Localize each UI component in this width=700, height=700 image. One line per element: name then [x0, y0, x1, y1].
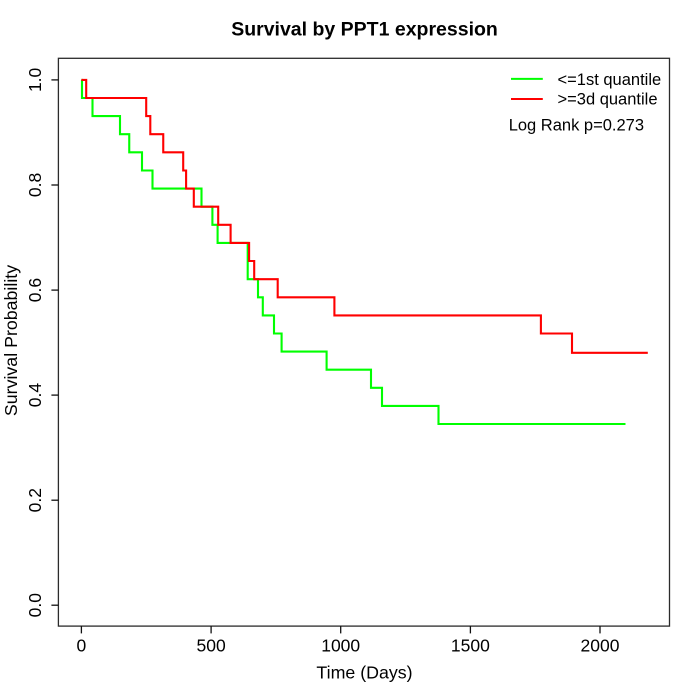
svg-text:Time (Days): Time (Days): [316, 663, 412, 683]
svg-text:1.0: 1.0: [25, 67, 45, 92]
svg-text:Log Rank p=0.273: Log Rank p=0.273: [509, 117, 644, 135]
svg-text:0.4: 0.4: [25, 383, 45, 408]
svg-text:2000: 2000: [581, 636, 620, 656]
svg-text:0.6: 0.6: [25, 278, 45, 302]
svg-text:Survival Probability: Survival Probability: [1, 265, 21, 416]
svg-text:0.0: 0.0: [25, 593, 45, 618]
svg-text:0.2: 0.2: [25, 488, 45, 512]
svg-text:Survival by PPT1 expression: Survival by PPT1 expression: [231, 18, 498, 40]
svg-text:<=1st quantile: <=1st quantile: [558, 71, 662, 89]
svg-text:>=3d quantile: >=3d quantile: [558, 91, 658, 109]
svg-text:0.8: 0.8: [25, 173, 45, 197]
svg-text:1500: 1500: [451, 636, 490, 656]
svg-text:0: 0: [77, 636, 87, 656]
svg-text:500: 500: [196, 636, 225, 656]
svg-text:1000: 1000: [321, 636, 360, 656]
